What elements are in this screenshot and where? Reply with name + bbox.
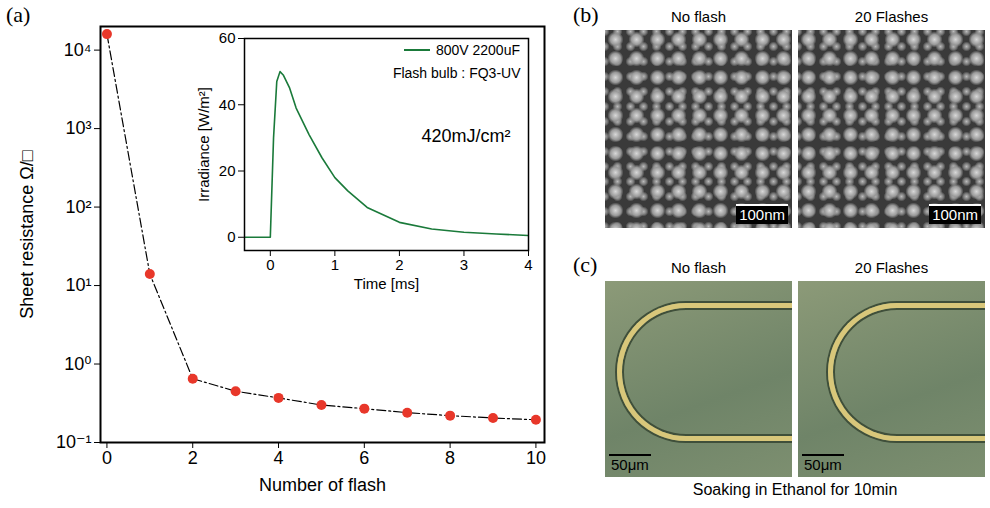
svg-text:Flash bulb : FQ3-UV: Flash bulb : FQ3-UV — [393, 65, 521, 81]
html-text:50μm: 50μm — [804, 456, 842, 473]
html-text:20 Flashes: 20 Flashes — [854, 259, 929, 276]
svg-text:60: 60 — [219, 29, 236, 46]
html-text:(c): (c) — [573, 252, 598, 277]
html-text:50μm: 50μm — [611, 456, 649, 473]
html-text:800V 2200uF: 800V 2200uF — [435, 42, 520, 58]
svg-text:0: 0 — [266, 256, 274, 273]
svg-text:4: 4 — [274, 448, 284, 468]
svg-text:4: 4 — [524, 256, 532, 273]
html-text:100nm: 100nm — [739, 206, 785, 223]
svg-text:2: 2 — [188, 448, 198, 468]
svg-text:10⁴: 10⁴ — [64, 40, 92, 60]
svg-text:10: 10 — [526, 448, 546, 468]
svg-text:8: 8 — [445, 448, 455, 468]
svg-text:3: 3 — [460, 256, 468, 273]
svg-text:20: 20 — [219, 162, 236, 179]
svg-text:10⁻¹: 10⁻¹ — [56, 432, 92, 452]
html-text:20 Flashes: 20 Flashes — [854, 8, 929, 25]
html-text:(a): (a) — [6, 2, 31, 27]
svg-text:Time [ms]: Time [ms] — [354, 275, 419, 292]
svg-text:10⁰: 10⁰ — [64, 354, 91, 374]
svg-text:420mJ/cm²: 420mJ/cm² — [421, 126, 510, 146]
html-text:No flash: No flash — [671, 8, 726, 25]
html-text:100nm: 100nm — [932, 206, 978, 223]
svg-text:Irradiance [W/m²]: Irradiance [W/m²] — [195, 87, 212, 202]
svg-text:Sheet resistance Ω/□: Sheet resistance Ω/□ — [17, 150, 37, 319]
svg-text:Number of flash: Number of flash — [259, 475, 386, 495]
svg-text:40: 40 — [219, 96, 236, 113]
svg-text:10²: 10² — [65, 197, 91, 217]
html-text:(b): (b) — [573, 2, 599, 27]
svg-text:0: 0 — [227, 228, 235, 245]
svg-text:6: 6 — [359, 448, 369, 468]
svg-text:1: 1 — [331, 256, 339, 273]
svg-text:0: 0 — [102, 448, 112, 468]
html-text:No flash: No flash — [671, 259, 726, 276]
svg-text:2: 2 — [395, 256, 403, 273]
svg-text:10³: 10³ — [65, 118, 91, 138]
svg-text:10¹: 10¹ — [65, 275, 91, 295]
html-text:Soaking in Ethanol for 10min: Soaking in Ethanol for 10min — [692, 481, 898, 498]
